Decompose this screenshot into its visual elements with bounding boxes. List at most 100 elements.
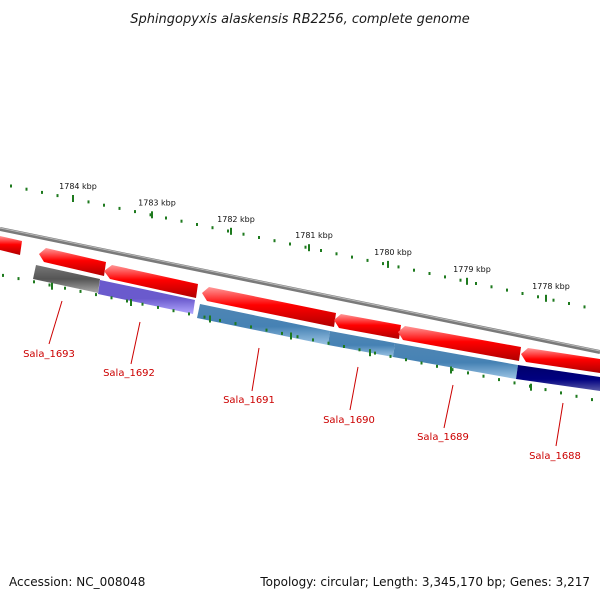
kbp-label: 1784 kbp: [59, 182, 97, 191]
minor-tick: [513, 381, 516, 385]
minor-tick: [374, 351, 376, 355]
reverse-strand-genes: [33, 265, 600, 391]
minor-tick: [188, 312, 190, 316]
minor-tick: [289, 242, 291, 246]
gene-label-sala-1691: Sala_1691: [223, 395, 275, 406]
kbp-label: 1780 kbp: [374, 248, 412, 257]
minor-tick: [320, 249, 322, 252]
minor-tick: [482, 374, 485, 378]
major-tick: [387, 260, 389, 268]
major-tick: [72, 195, 74, 202]
minor-tick: [405, 358, 407, 362]
leader-line: [349, 366, 359, 411]
minor-tick: [420, 361, 423, 365]
minor-tick: [134, 210, 136, 214]
minor-tick: [366, 258, 369, 262]
minor-tick: [327, 341, 330, 345]
forward-cds-arrow: [202, 287, 336, 327]
map-title: Sphingopyxis alaskensis RB2256, complete…: [130, 12, 470, 27]
major-tick: [369, 349, 371, 357]
minor-tick: [281, 331, 283, 335]
minor-tick: [165, 216, 167, 220]
major-tick: [151, 211, 153, 219]
minor-tick: [583, 305, 586, 309]
cds-bar-sala-1689: [393, 343, 518, 379]
minor-tick: [591, 398, 593, 402]
cds-bar-sala-1688: [516, 365, 600, 391]
minor-tick: [258, 236, 260, 239]
minor-tick: [552, 298, 555, 302]
minor-tick: [234, 322, 237, 326]
minor-tick: [203, 315, 206, 319]
forward-cds-arrow: [521, 348, 600, 373]
minor-tick: [389, 354, 392, 358]
forward-cds-arrow: [104, 265, 198, 298]
topology-label: Topology: circular; Length: 3,345,170 bp…: [259, 575, 590, 589]
forward-cds-arrow: [0, 236, 22, 255]
gene-label-sala-1692: Sala_1692: [103, 368, 155, 379]
minor-tick: [436, 364, 438, 368]
forward-cds-arrow: [334, 314, 401, 339]
minor-tick: [490, 285, 493, 289]
minor-tick: [79, 289, 82, 293]
minor-tick: [219, 318, 221, 322]
minor-tick: [172, 309, 175, 313]
minor-tick: [498, 378, 500, 382]
outer-tick-track: [10, 184, 586, 309]
minor-tick: [537, 295, 539, 299]
minor-tick: [568, 302, 570, 305]
minor-tick: [544, 388, 547, 392]
minor-tick: [382, 262, 384, 266]
minor-tick: [575, 394, 578, 398]
kbp-label: 1779 kbp: [453, 265, 491, 274]
major-tick: [308, 244, 310, 252]
minor-tick: [141, 302, 144, 306]
minor-tick: [343, 345, 345, 348]
minor-tick: [211, 226, 214, 230]
cds-bar-sala-1693: [33, 265, 100, 293]
minor-tick: [242, 232, 245, 236]
accession-label: Accession: NC_008048: [9, 575, 145, 589]
forward-strand-genes: [0, 236, 600, 373]
minor-tick: [304, 245, 307, 249]
minor-tick: [180, 219, 183, 223]
gene-label-sala-1688: Sala_1688: [529, 451, 581, 462]
forward-cds-arrow: [398, 326, 521, 361]
leader-line: [555, 402, 564, 447]
major-tick: [51, 282, 53, 290]
minor-tick: [48, 283, 51, 287]
minor-tick: [157, 305, 159, 309]
major-tick: [466, 277, 468, 285]
inner-tick-track: [2, 273, 593, 402]
minor-tick: [351, 255, 353, 259]
minor-tick: [475, 282, 477, 285]
cds-bar-sala-1690: [328, 331, 395, 357]
minor-tick: [265, 328, 268, 332]
minor-tick: [428, 272, 431, 275]
minor-tick: [64, 286, 66, 290]
major-tick: [530, 383, 532, 391]
major-tick: [230, 227, 232, 235]
minor-tick: [227, 229, 229, 233]
minor-tick: [459, 278, 462, 282]
minor-tick: [444, 275, 446, 279]
minor-tick: [87, 200, 90, 204]
kbp-label: 1783 kbp: [138, 198, 176, 207]
minor-tick: [312, 338, 314, 342]
minor-tick: [467, 371, 469, 375]
minor-tick: [358, 348, 361, 352]
minor-tick: [273, 239, 276, 243]
minor-tick: [126, 299, 128, 303]
minor-tick: [56, 194, 59, 198]
kbp-label: 1778 kbp: [532, 282, 570, 291]
kbp-label: 1781 kbp: [295, 231, 333, 240]
leader-line: [443, 384, 454, 429]
minor-tick: [25, 187, 28, 191]
major-tick: [545, 294, 547, 302]
major-tick: [209, 315, 211, 323]
leader-line: [130, 321, 141, 365]
major-tick: [450, 366, 452, 374]
minor-tick: [196, 223, 198, 226]
genome-backbone: [0, 227, 600, 354]
